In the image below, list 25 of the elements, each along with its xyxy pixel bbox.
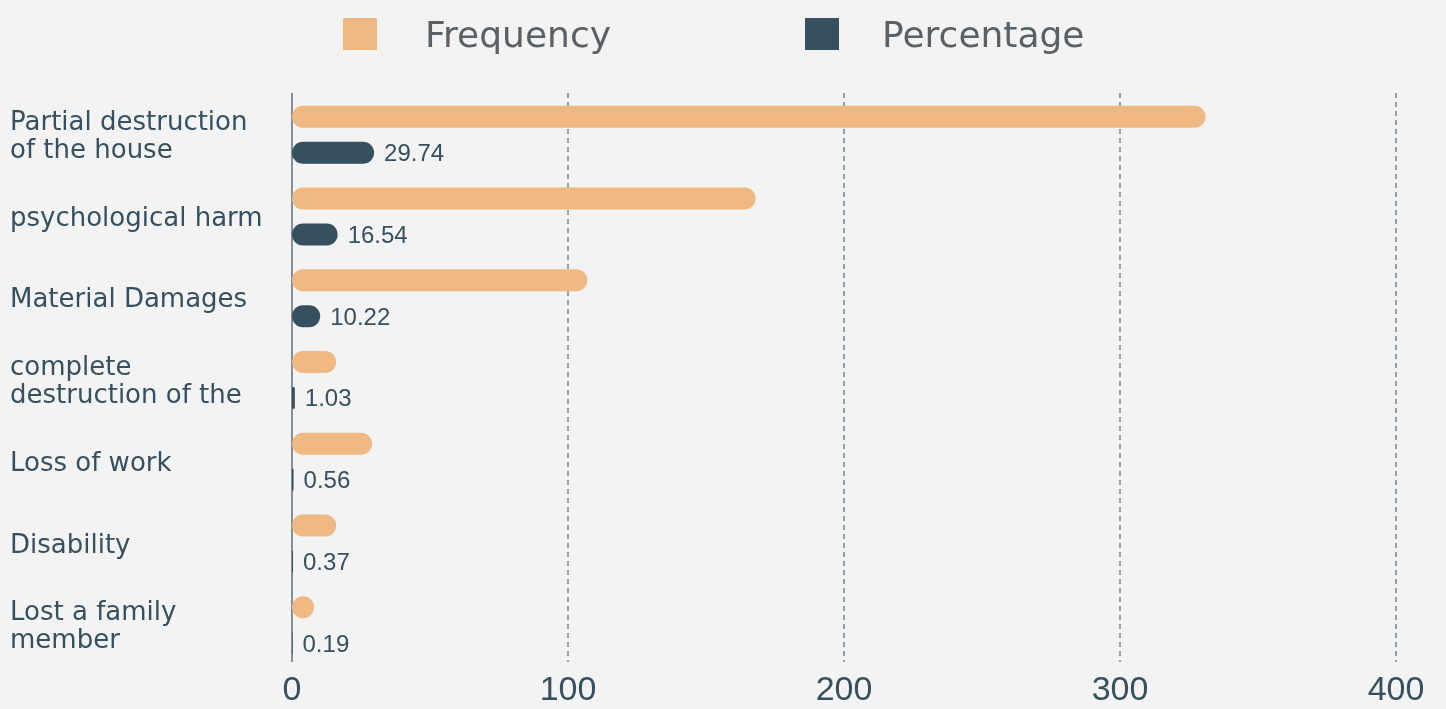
bar bbox=[292, 105, 1206, 128]
legend-label: Frequency bbox=[425, 13, 611, 55]
data-label: 10.22 bbox=[330, 302, 391, 330]
bar bbox=[292, 187, 756, 210]
y-tick-label: Lost a family member bbox=[10, 596, 177, 655]
y-tick-label: Loss of work bbox=[10, 446, 172, 477]
x-tick-label: 0 bbox=[282, 669, 302, 707]
y-tick-label: Disability bbox=[10, 528, 131, 559]
x-tick-label: 300 bbox=[1091, 669, 1149, 707]
y-tick-label: psychological harm bbox=[10, 201, 263, 232]
legend-label: Percentage bbox=[882, 13, 1085, 55]
x-tick-label: 400 bbox=[1367, 669, 1425, 707]
data-label: 16.54 bbox=[347, 220, 408, 248]
x-tick-label: 100 bbox=[539, 669, 597, 707]
y-tick-label: Partial destruction of the house bbox=[10, 105, 248, 164]
bar bbox=[292, 269, 588, 292]
data-label: 29.74 bbox=[384, 139, 445, 167]
data-label: 0.37 bbox=[303, 547, 350, 575]
bar bbox=[292, 432, 373, 455]
data-label: 1.03 bbox=[304, 384, 352, 412]
x-tick-label: 200 bbox=[815, 669, 873, 707]
data-label: 0.56 bbox=[303, 466, 351, 494]
data-label: 0.19 bbox=[302, 629, 350, 657]
y-tick-label: complete destruction of the bbox=[10, 351, 242, 410]
y-tick-label: Material Damages bbox=[10, 283, 248, 314]
